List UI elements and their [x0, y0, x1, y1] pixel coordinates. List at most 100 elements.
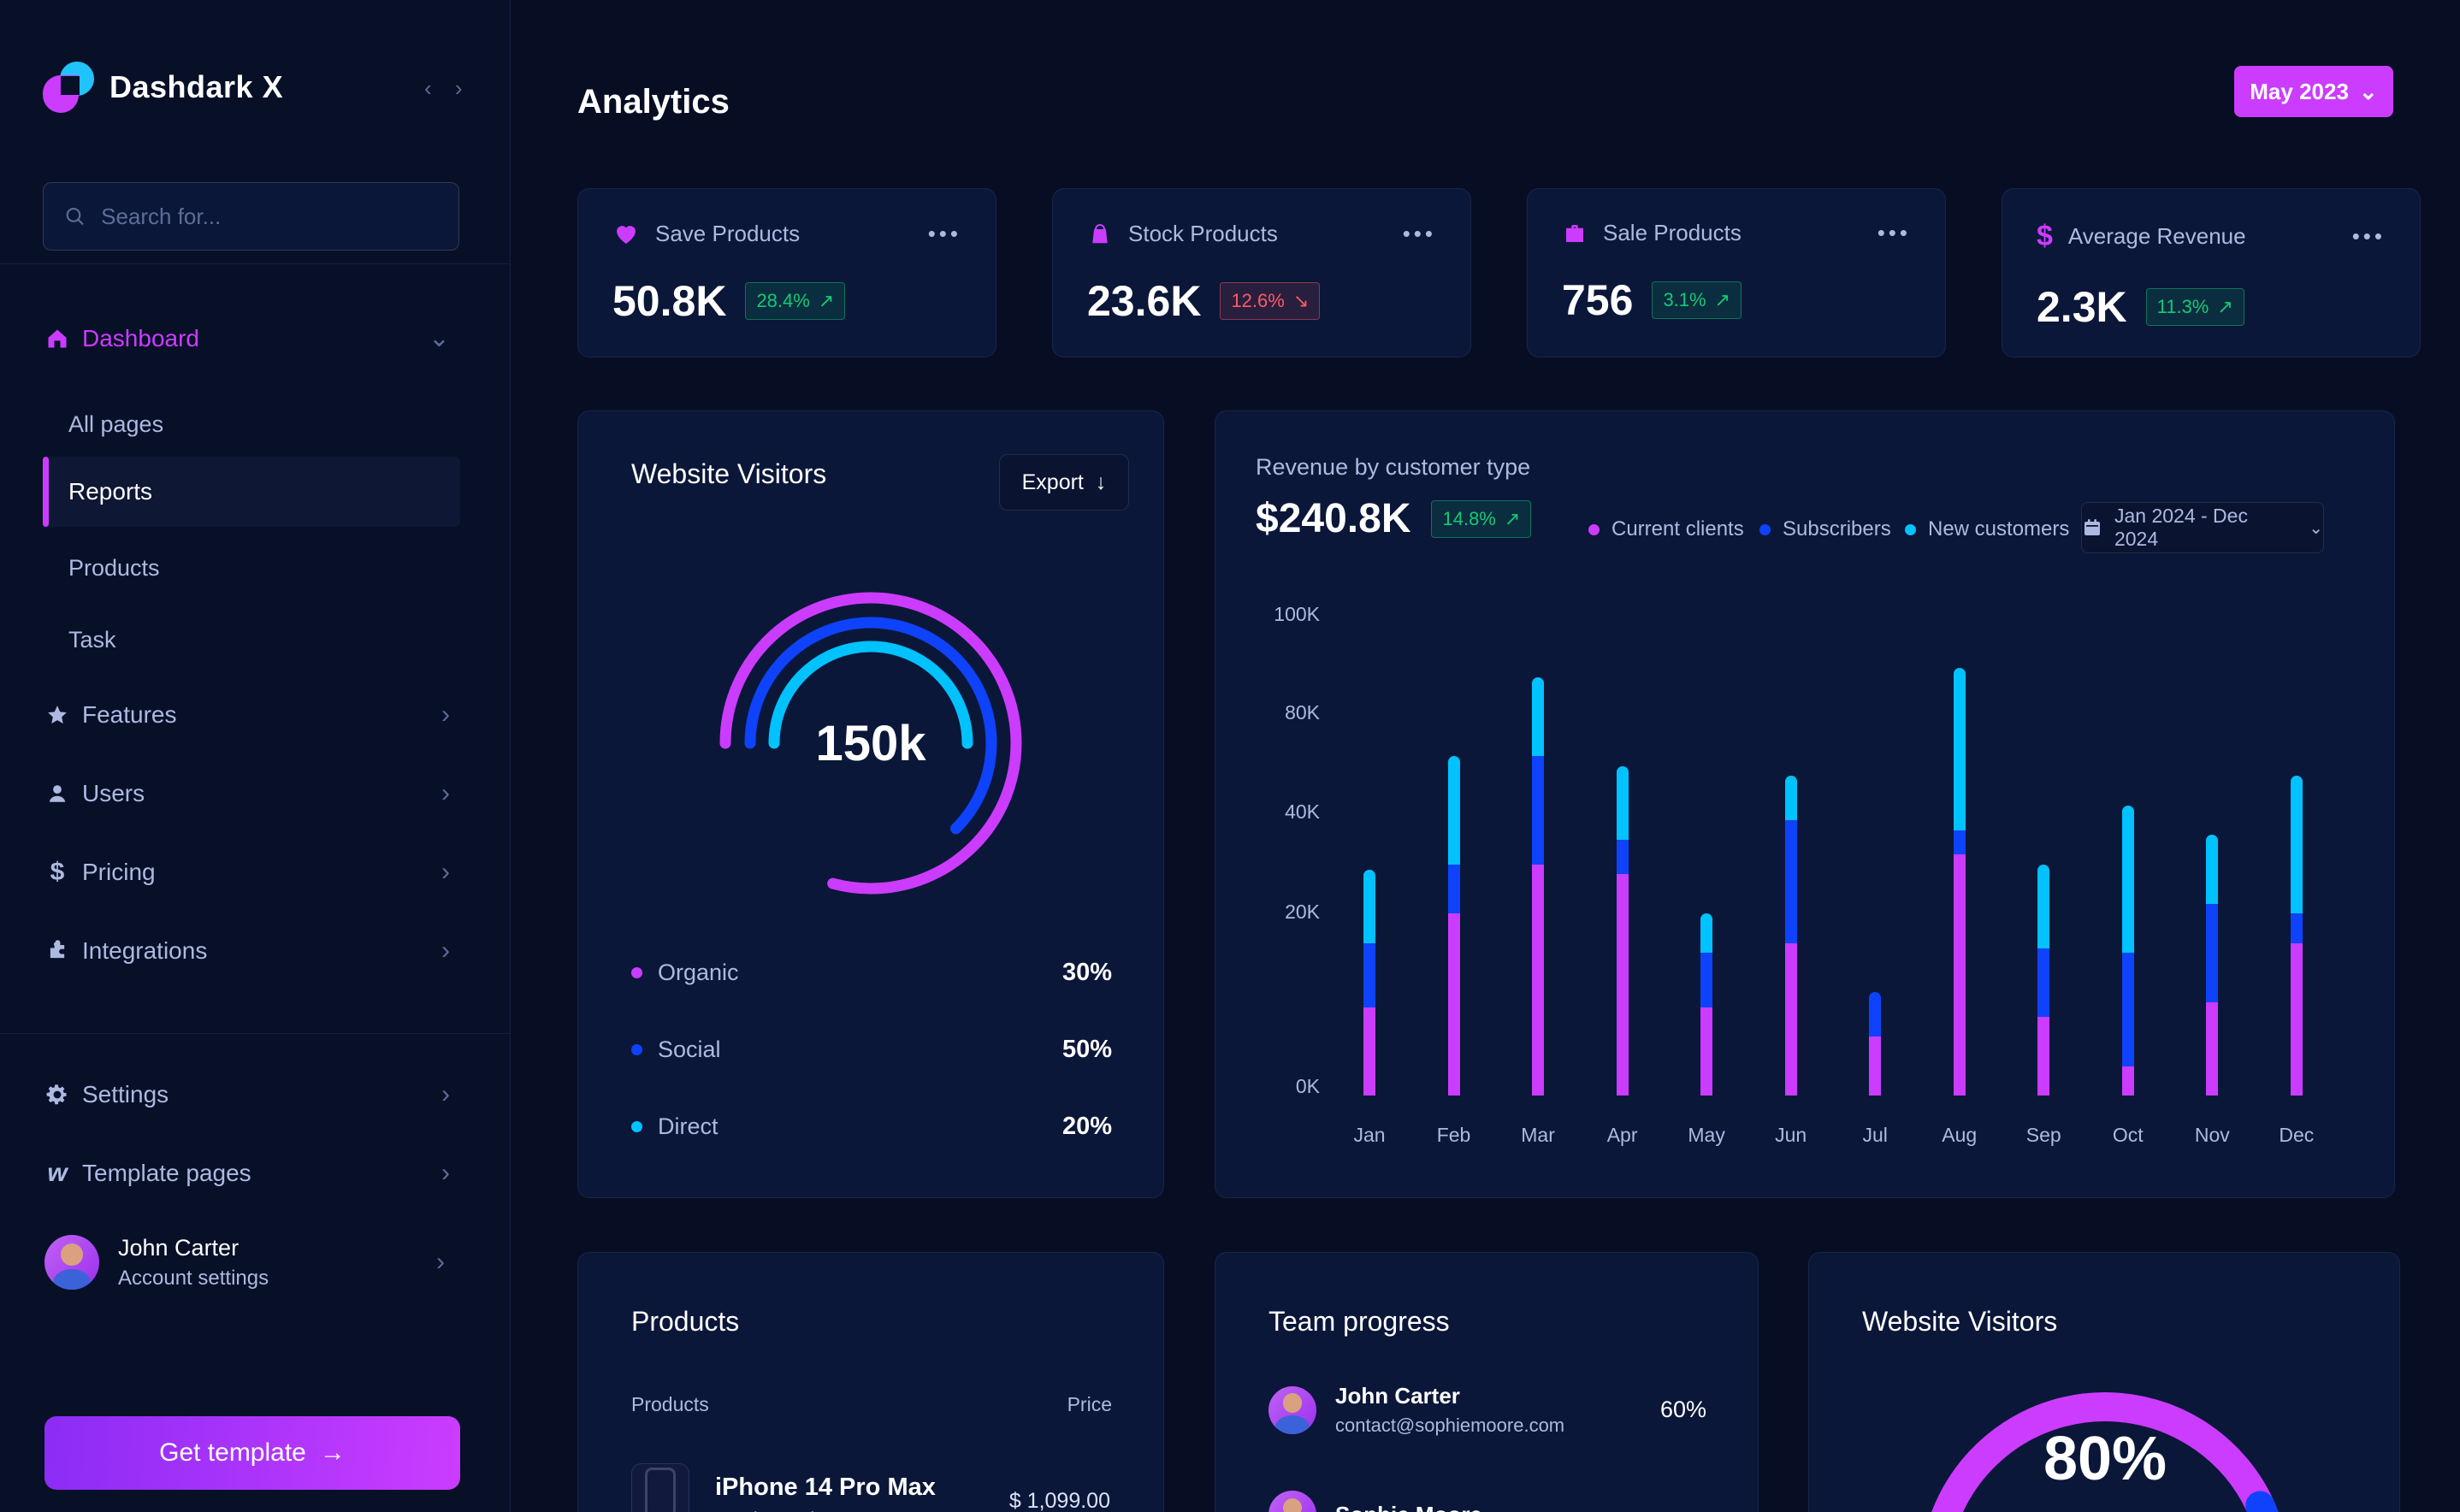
sidebar-item-users[interactable]: Users ›: [0, 773, 510, 814]
active-indicator: [43, 457, 49, 527]
member-name: John Carter: [1335, 1383, 1460, 1409]
webflow-icon: w: [47, 1159, 68, 1187]
sidebar-item-label: Task: [68, 626, 116, 653]
bar-segment: [1532, 677, 1545, 757]
sidebar-item-dashboard[interactable]: Dashboard ⌄: [0, 318, 510, 359]
legend-label: Organic: [658, 959, 739, 985]
sidebar-collapse-icon[interactable]: ‹ ›: [424, 75, 471, 101]
month-label: Jun: [1775, 1124, 1807, 1146]
bar-segment: [1784, 820, 1797, 943]
bar-segment: [1616, 874, 1629, 1096]
dollar-icon: $: [2037, 220, 2053, 252]
chevron-right-icon: ›: [441, 700, 450, 729]
briefcase-icon: [1566, 224, 1583, 242]
sidebar-item-label: Features: [82, 701, 177, 728]
table-header: Products Price: [631, 1393, 1112, 1416]
visitors-gauge-chart: [1919, 1392, 2291, 1512]
legend-dot: [1759, 523, 1771, 535]
user-icon: [44, 783, 70, 805]
divider: [0, 263, 510, 264]
sidebar-item-task[interactable]: Task: [0, 621, 510, 659]
period-label: May 2023: [2250, 78, 2349, 104]
member-progress: 60%: [1659, 1397, 1706, 1422]
more-menu-icon[interactable]: •••: [1402, 220, 1436, 246]
sidebar-item-reports[interactable]: Reports: [43, 457, 460, 527]
trend-up-icon: ↗: [2217, 296, 2233, 317]
page-title: Analytics: [577, 82, 730, 121]
product-stock: 501 in stock: [715, 1508, 820, 1512]
sidebar-item-products[interactable]: Products: [0, 549, 510, 587]
sidebar-item-integrations[interactable]: Integrations ›: [0, 930, 510, 972]
bar-segment: [2206, 835, 2219, 904]
app-logo: Dashdark X: [43, 62, 283, 113]
sidebar-item-label: Settings: [82, 1081, 169, 1107]
stat-delta-badge: 3.1% ↗: [1652, 281, 1742, 319]
bar-column-sep: Sep: [2025, 604, 2062, 1146]
sidebar-item-settings[interactable]: Settings ›: [0, 1074, 510, 1115]
month-label: Jul: [1862, 1124, 1888, 1146]
bar-segment: [1616, 840, 1629, 875]
stat-value: 23.6K: [1087, 277, 1202, 325]
chevron-right-icon: ›: [441, 1159, 450, 1187]
sidebar-item-label: Dashboard: [82, 325, 199, 351]
column-price: Price: [1067, 1393, 1112, 1415]
date-range-select[interactable]: Jan 2024 - Dec 2024 ⌄: [2081, 502, 2324, 553]
stat-card-stock-products: Stock Products ••• 23.6K 12.6% ↘: [1052, 188, 1471, 357]
card-title: Products: [631, 1306, 740, 1337]
sidebar-item-all-pages[interactable]: All pages: [0, 405, 510, 443]
sidebar-item-label: Users: [82, 780, 145, 806]
legend-label: Subscribers: [1783, 517, 1891, 540]
arrow-down-icon: ↓: [1095, 470, 1107, 494]
chevron-down-icon: ⌄: [2358, 78, 2378, 104]
bar-segment: [2290, 942, 2303, 1096]
export-button[interactable]: Export ↓: [999, 454, 1129, 511]
sidebar-item-features[interactable]: Features ›: [0, 694, 510, 735]
bar-segment: [1363, 1007, 1375, 1096]
legend-dot: [631, 1120, 642, 1132]
more-menu-icon[interactable]: •••: [1877, 220, 1911, 245]
bar-segment: [2290, 776, 2303, 914]
member-name: Sophie Moore: [1335, 1502, 1482, 1512]
more-menu-icon[interactable]: •••: [2351, 223, 2386, 249]
get-template-button[interactable]: Get template →: [44, 1416, 460, 1490]
bar-segment: [1953, 667, 1966, 830]
bar-segment: [1447, 756, 1460, 865]
gear-icon: [44, 1083, 70, 1107]
bar-column-aug: Aug: [1941, 604, 1978, 1146]
more-menu-icon[interactable]: •••: [927, 220, 961, 246]
bar-segment: [2290, 913, 2303, 943]
sidebar-item-template-pages[interactable]: w Template pages ›: [0, 1153, 510, 1194]
chevron-right-icon: ›: [441, 858, 450, 886]
bar-segment: [2206, 1001, 2219, 1096]
legend-item-current-clients: Current clients: [1588, 517, 1744, 541]
stat-label: Average Revenue: [2067, 223, 2246, 249]
search-input[interactable]: [99, 202, 438, 231]
bar-column-oct: Oct: [2109, 604, 2147, 1146]
chevron-down-icon: ⌄: [428, 324, 450, 352]
legend-item-social: Social 50%: [631, 1032, 1112, 1066]
month-label: Nov: [2194, 1124, 2230, 1146]
bar-segment: [1363, 942, 1375, 1007]
chevron-down-icon: ⌄: [2309, 518, 2323, 538]
sidebar-item-pricing[interactable]: $ Pricing ›: [0, 852, 510, 893]
bar-segment: [1700, 1007, 1713, 1096]
stat-delta-badge: 12.6% ↘: [1220, 282, 1321, 320]
bar-column-apr: Apr: [1604, 604, 1641, 1146]
avatar: [44, 1235, 99, 1290]
bar-segment: [2121, 805, 2134, 954]
bar-column-jun: Jun: [1772, 604, 1810, 1146]
website-visitors-card: Website Visitors Export ↓ 150k Organic 3…: [577, 410, 1164, 1198]
arrow-right-icon: →: [319, 1438, 346, 1467]
stat-label: Sale Products: [1603, 220, 1742, 245]
bar-segment: [2121, 953, 2134, 1066]
stat-value: 50.8K: [612, 277, 727, 325]
sidebar: Dashdark X ‹ › Dashboard ⌄ All pages Rep…: [0, 0, 511, 1512]
bar-segment: [2037, 1017, 2050, 1096]
account-settings-item[interactable]: John Carter Account settings ›: [44, 1231, 460, 1293]
avatar: [1268, 1491, 1316, 1512]
period-select-button[interactable]: May 2023 ⌄: [2234, 66, 2393, 117]
bar-segment: [2206, 903, 2219, 1002]
y-tick: 0K: [1295, 1075, 1320, 1097]
cta-label: Get template: [159, 1438, 306, 1467]
